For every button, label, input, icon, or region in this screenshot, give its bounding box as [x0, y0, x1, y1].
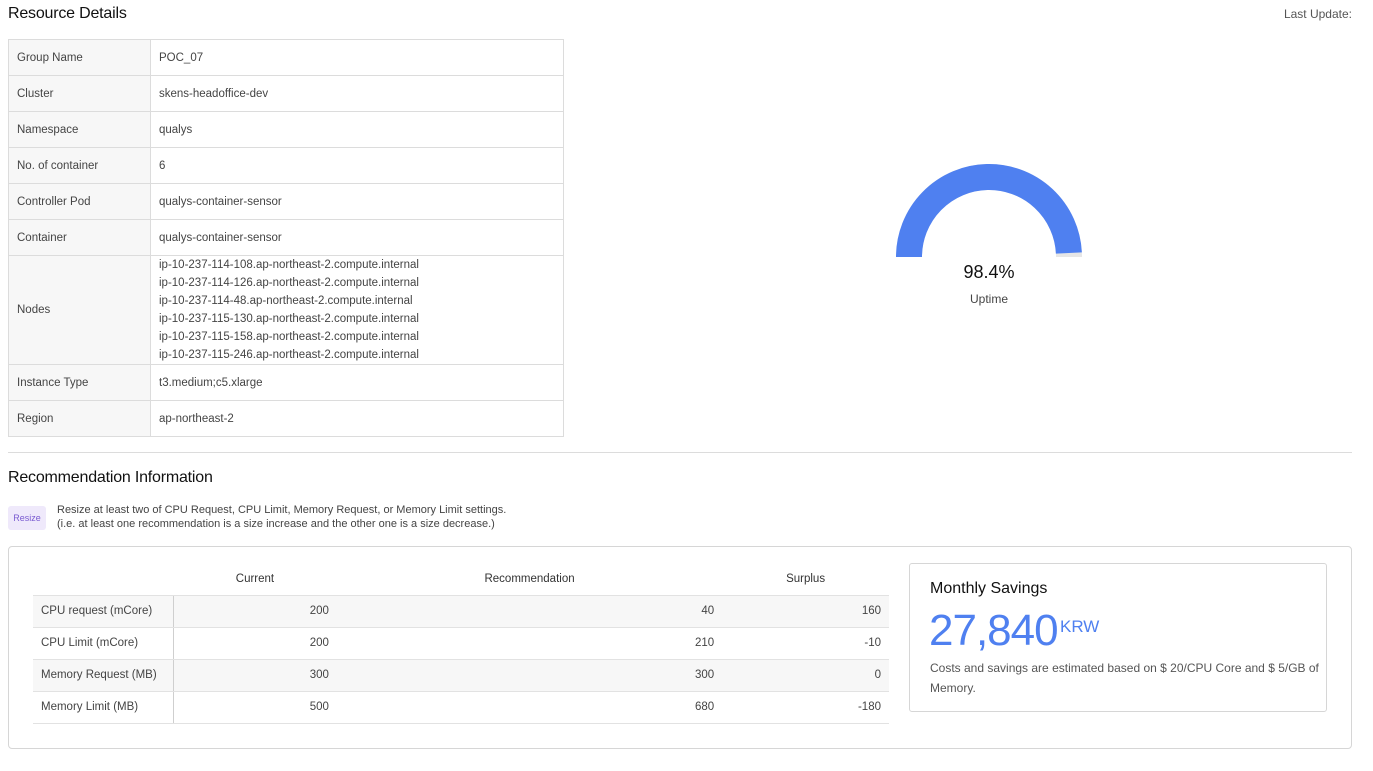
section-divider: [8, 452, 1352, 453]
current-value: 200: [173, 595, 337, 628]
surplus-value: 160: [722, 595, 889, 628]
monthly-savings-card: Monthly Savings 27,840 KRW Costs and sav…: [909, 563, 1327, 712]
table-row: CPU Limit (mCore) 200 210 -10: [33, 627, 889, 660]
metric-name: Memory Request (MB): [33, 659, 174, 692]
table-row: Memory Limit (MB) 500 680 -180: [33, 691, 889, 724]
node-item: ip-10-237-114-48.ap-northeast-2.compute.…: [159, 295, 413, 307]
recommendation-title: Recommendation Information: [8, 469, 213, 486]
node-item: ip-10-237-114-126.ap-northeast-2.compute…: [159, 277, 419, 289]
recommendation-value: 300: [336, 659, 723, 692]
details-key: Namespace: [8, 111, 151, 148]
details-row-container: Container qualys-container-sensor: [8, 219, 564, 256]
table-row: CPU request (mCore) 200 40 160: [33, 595, 889, 628]
surplus-value: 0: [722, 659, 889, 692]
last-update-label: Last Update:: [1283, 7, 1352, 21]
monthly-savings-note: Costs and savings are estimated based on…: [930, 661, 1319, 695]
details-key: Instance Type: [8, 364, 151, 401]
resize-description: Resize at least two of CPU Request, CPU …: [57, 503, 506, 531]
details-value: qualys-container-sensor: [150, 183, 564, 220]
metric-name: Memory Limit (MB): [33, 691, 174, 724]
node-item: ip-10-237-115-246.ap-northeast-2.compute…: [159, 349, 419, 361]
metric-column-header: [33, 563, 173, 596]
details-value: qualys-container-sensor: [150, 219, 564, 256]
details-key: Container: [8, 219, 151, 256]
column-header-surplus: Surplus: [722, 563, 889, 596]
metric-name: CPU request (mCore): [33, 595, 174, 628]
details-row-namespace: Namespace qualys: [8, 111, 564, 148]
surplus-value: -180: [722, 691, 889, 724]
current-value: 500: [173, 691, 337, 724]
current-value: 200: [173, 627, 337, 660]
recommendation-panel: [8, 546, 1352, 749]
details-key: No. of container: [8, 147, 151, 184]
surplus-value: -10: [722, 627, 889, 660]
resize-description-line: Resize at least two of CPU Request, CPU …: [57, 504, 507, 516]
details-row-group-name: Group Name POC_07: [8, 39, 564, 76]
details-row-instance-type: Instance Type t3.medium;c5.xlarge: [8, 364, 564, 401]
details-row-controller-pod: Controller Pod qualys-container-sensor: [8, 183, 564, 220]
metric-name: CPU Limit (mCore): [33, 627, 174, 660]
details-row-nodes: Nodes ip-10-237-114-108.ap-northeast-2.c…: [8, 255, 564, 365]
resize-description-line: (i.e. at least one recommendation is a s…: [57, 518, 495, 530]
details-key: Controller Pod: [8, 183, 151, 220]
recommendation-table: Current Recommendation Surplus CPU reque…: [33, 563, 889, 724]
recommendation-value: 680: [336, 691, 723, 724]
details-value: POC_07: [150, 39, 564, 76]
details-value: ap-northeast-2: [150, 400, 564, 437]
resource-details-title: Resource Details: [8, 5, 127, 22]
details-key: Nodes: [8, 255, 151, 365]
current-value: 300: [173, 659, 337, 692]
details-row-container-count: No. of container 6: [8, 147, 564, 184]
details-value: skens-headoffice-dev: [150, 75, 564, 112]
details-key: Group Name: [8, 39, 151, 76]
node-item: ip-10-237-115-130.ap-northeast-2.compute…: [159, 313, 419, 325]
recommendation-value: 40: [336, 595, 723, 628]
details-value-nodes: ip-10-237-114-108.ap-northeast-2.compute…: [150, 255, 564, 365]
column-header-recommendation: Recommendation: [336, 563, 723, 596]
monthly-savings-value: 27,840: [929, 606, 1059, 655]
uptime-gauge: [896, 164, 1082, 258]
details-value: 6: [150, 147, 564, 184]
details-key: Region: [8, 400, 151, 437]
node-item: ip-10-237-114-108.ap-northeast-2.compute…: [159, 259, 419, 271]
uptime-label: Uptime: [969, 292, 1008, 306]
details-row-cluster: Cluster skens-headoffice-dev: [8, 75, 564, 112]
uptime-value: 98.4%: [963, 262, 1015, 282]
recommendation-value: 210: [336, 627, 723, 660]
recommendation-header-row: Current Recommendation Surplus: [33, 563, 889, 596]
table-row: Memory Request (MB) 300 300 0: [33, 659, 889, 692]
monthly-savings-unit: KRW: [1060, 617, 1100, 636]
details-row-region: Region ap-northeast-2: [8, 400, 564, 437]
monthly-savings-title: Monthly Savings: [930, 580, 1048, 597]
uptime-gauge-fill: [896, 164, 1082, 258]
details-key: Cluster: [8, 75, 151, 112]
details-value: qualys: [150, 111, 564, 148]
node-item: ip-10-237-115-158.ap-northeast-2.compute…: [159, 331, 419, 343]
resource-details-table: Group Name POC_07 Cluster skens-headoffi…: [8, 39, 564, 437]
details-value: t3.medium;c5.xlarge: [150, 364, 564, 401]
resize-badge: Resize: [8, 506, 46, 530]
column-header-current: Current: [173, 563, 337, 596]
